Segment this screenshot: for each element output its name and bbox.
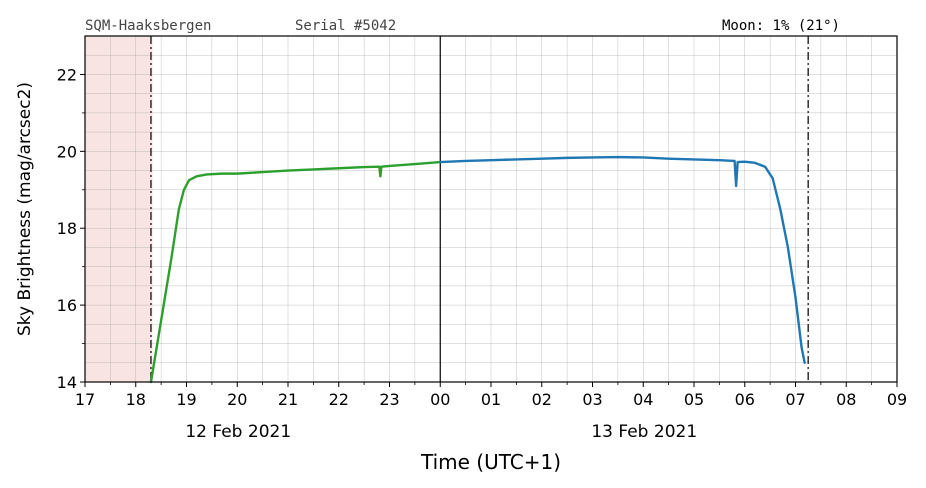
x-tick-label: 02 (532, 390, 552, 409)
x-tick-label: 07 (785, 390, 805, 409)
y-axis-label: Sky Brightness (mag/arcsec2) (15, 82, 35, 336)
x-tick-label: 18 (126, 390, 146, 409)
x-axis-label: Time (UTC+1) (420, 450, 561, 474)
date-label: 12 Feb 2021 (185, 422, 291, 442)
x-tick-label: 04 (633, 390, 653, 409)
x-tick-label: 09 (887, 390, 907, 409)
x-tick-label: 19 (176, 390, 196, 409)
y-tick-label: 16 (57, 296, 77, 315)
station-label: SQM-Haaksbergen (85, 18, 211, 34)
x-tick-label: 05 (684, 390, 704, 409)
x-tick-label: 21 (278, 390, 298, 409)
y-tick-label: 18 (57, 219, 77, 238)
x-tick-label: 00 (430, 390, 450, 409)
series-line-2 (439, 155, 806, 364)
x-tick-label: 03 (582, 390, 602, 409)
tick-layer: 17 18 19 20 21 22 23 00 01 02 03 04 05 06 07 08 09 14 16 18… (57, 65, 908, 442)
y-tick-label: 22 (57, 65, 77, 84)
series-line-1 (149, 160, 442, 384)
date-label: 13 Feb 2021 (591, 422, 697, 442)
y-tick-label: 14 (57, 373, 77, 392)
x-tick-label: 08 (836, 390, 856, 409)
x-tick-label: 20 (227, 390, 247, 409)
y-tick-label: 20 (57, 142, 77, 161)
x-tick-label: 06 (735, 390, 755, 409)
reference-lines-layer (150, 36, 809, 382)
series-layer (149, 155, 806, 384)
x-tick-label: 01 (481, 390, 501, 409)
x-tick-label: 17 (75, 390, 95, 409)
moon-label: Moon: 1% (21°) (722, 18, 840, 34)
x-tick-label: 23 (379, 390, 399, 409)
x-tick-label: 22 (329, 390, 349, 409)
serial-label: Serial #5042 (295, 18, 396, 34)
